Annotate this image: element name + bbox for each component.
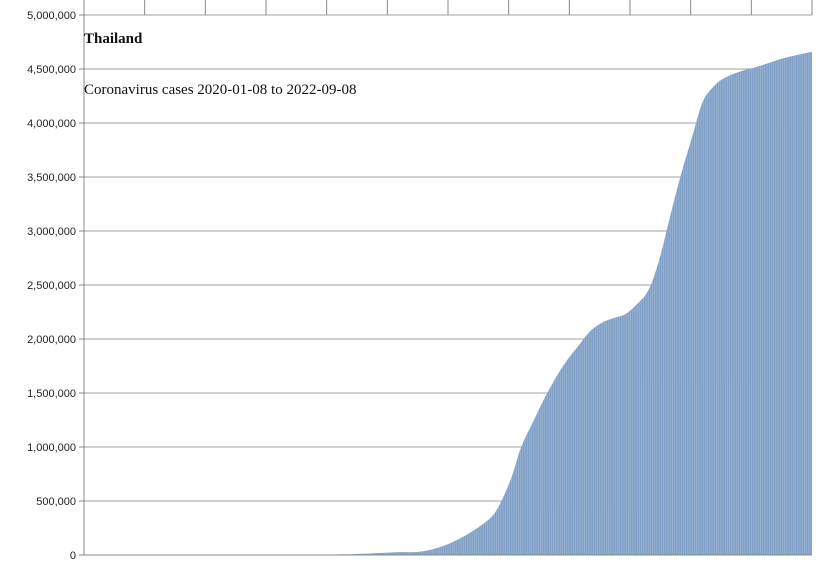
cases-area (84, 51, 812, 555)
y-tick-label: 1,000,000 (27, 442, 76, 454)
chart-title: Thailand (84, 31, 143, 47)
chart-subtitle: Coronavirus cases 2020-01-08 to 2022-09-… (84, 82, 356, 98)
y-tick-label: 2,500,000 (27, 280, 76, 292)
y-tick-label: 3,000,000 (27, 226, 76, 238)
y-tick-label: 0 (70, 550, 76, 562)
y-tick-label: 500,000 (36, 496, 76, 508)
y-tick-label: 3,500,000 (27, 172, 76, 184)
y-tick-label: 4,500,000 (27, 64, 76, 76)
y-tick-label: 2,000,000 (27, 334, 76, 346)
y-tick-label: 5,000,000 (27, 10, 76, 22)
y-tick-label: 4,000,000 (27, 118, 76, 130)
y-tick-label: 1,500,000 (27, 388, 76, 400)
axis-layer: 0 500,000 1,000,000 1,500,000 2,000,000 2,500… (27, 0, 813, 562)
